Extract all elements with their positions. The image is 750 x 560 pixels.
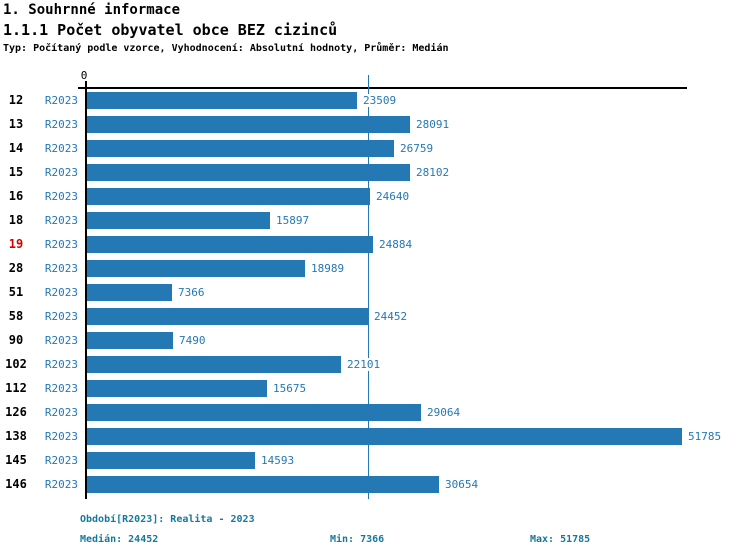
bar-value-label: 51785	[686, 429, 724, 443]
footer-period-label: Období[R2023]: Realita - 2023	[80, 514, 255, 525]
bar	[87, 211, 270, 229]
median-line	[367, 75, 369, 499]
row-id-label: 18	[8, 213, 24, 227]
row-id-label: 13	[8, 117, 24, 131]
bar-value-label: 28091	[414, 117, 452, 131]
bar	[87, 163, 410, 181]
bar	[87, 283, 172, 301]
row-id-label: 28	[8, 261, 24, 275]
chart-meta-line: Typ: Počítaný podle vzorce, Vyhodnocení:…	[3, 43, 449, 54]
bar	[87, 475, 439, 493]
row-id-label: 51	[8, 285, 24, 299]
chart-row: 58 R2023 24452	[0, 304, 750, 328]
row-id-label: 90	[8, 333, 24, 347]
bar	[87, 139, 394, 157]
bar	[87, 91, 357, 109]
bar	[87, 379, 267, 397]
row-series-label: R2023	[44, 357, 78, 371]
row-id-label: 145	[5, 453, 27, 467]
bar	[87, 331, 173, 349]
chart-row: 16 R2023 24640	[0, 184, 750, 208]
row-series-label: R2023	[44, 429, 78, 443]
chart-row: 19 R2023 24884	[0, 232, 750, 256]
bar-value-label: 28102	[414, 165, 452, 179]
axis-y-line	[85, 87, 87, 499]
row-series-label: R2023	[44, 165, 78, 179]
bar-value-label: 22101	[345, 357, 383, 371]
row-id-label: 126	[5, 405, 27, 419]
row-series-label: R2023	[44, 141, 78, 155]
chart-rows: 12 R2023 23509 13 R2023 28091 14 R2023 26759 15 R2…	[0, 88, 750, 496]
section-title: 1.1.1 Počet obyvatel obce BEZ cizinců	[3, 21, 338, 39]
bar-value-label: 29064	[425, 405, 463, 419]
chart-row: 146 R2023 30654	[0, 472, 750, 496]
bar-value-label: 7366	[176, 285, 207, 299]
row-series-label: R2023	[44, 237, 78, 251]
bar	[87, 259, 305, 277]
row-series-label: R2023	[44, 213, 78, 227]
row-series-label: R2023	[44, 333, 78, 347]
axis-zero-tick	[85, 81, 87, 87]
bar-value-label: 30654	[443, 477, 481, 491]
bar-value-label: 7490	[177, 333, 208, 347]
row-id-label: 12	[8, 93, 24, 107]
axis-top-line	[78, 87, 687, 89]
chart-row: 18 R2023 15897	[0, 208, 750, 232]
chart-row: 145 R2023 14593	[0, 448, 750, 472]
bar	[87, 355, 341, 373]
bar-value-label: 15897	[274, 213, 312, 227]
bar	[87, 403, 421, 421]
row-series-label: R2023	[44, 261, 78, 275]
row-series-label: R2023	[44, 285, 78, 299]
row-series-label: R2023	[44, 453, 78, 467]
bar-value-label: 18989	[309, 261, 347, 275]
bar	[87, 307, 368, 325]
chart-row: 15 R2023 28102	[0, 160, 750, 184]
footer-max-label: Max: 51785	[530, 534, 591, 545]
row-id-label: 58	[8, 309, 24, 323]
bar	[87, 187, 370, 205]
chart-row: 28 R2023 18989	[0, 256, 750, 280]
chart-row: 51 R2023 7366	[0, 280, 750, 304]
row-id-label: 102	[5, 357, 27, 371]
row-id-label: 112	[5, 381, 27, 395]
row-series-label: R2023	[44, 405, 78, 419]
row-series-label: R2023	[44, 477, 78, 491]
row-id-label: 14	[8, 141, 24, 155]
row-id-label: 146	[5, 477, 27, 491]
bar	[87, 451, 255, 469]
bar-value-label: 15675	[271, 381, 309, 395]
row-series-label: R2023	[44, 93, 78, 107]
footer-median-label: Medián: 24452	[80, 534, 159, 545]
bar-value-label: 24452	[372, 309, 410, 323]
bar	[87, 235, 373, 253]
row-series-label: R2023	[44, 189, 78, 203]
row-id-label: 138	[5, 429, 27, 443]
bar-value-label: 23509	[361, 93, 399, 107]
axis-zero-label: 0	[80, 69, 88, 82]
bar-value-label: 14593	[259, 453, 297, 467]
row-id-label: 16	[8, 189, 24, 203]
bar-value-label: 24640	[374, 189, 412, 203]
row-id-label: 19	[8, 237, 24, 251]
chart-row: 14 R2023 26759	[0, 136, 750, 160]
page-title: 1. Souhrnné informace	[3, 2, 181, 18]
chart-row: 138 R2023 51785	[0, 424, 750, 448]
chart-row: 90 R2023 7490	[0, 328, 750, 352]
chart-row: 112 R2023 15675	[0, 376, 750, 400]
bar	[87, 427, 682, 445]
footer-min-label: Min: 7366	[330, 534, 385, 545]
chart-row: 12 R2023 23509	[0, 88, 750, 112]
bar	[87, 115, 410, 133]
chart-row: 102 R2023 22101	[0, 352, 750, 376]
chart-row: 13 R2023 28091	[0, 112, 750, 136]
chart-row: 126 R2023 29064	[0, 400, 750, 424]
row-series-label: R2023	[44, 309, 78, 323]
row-id-label: 15	[8, 165, 24, 179]
bar-value-label: 24884	[377, 237, 415, 251]
bar-value-label: 26759	[398, 141, 436, 155]
row-series-label: R2023	[44, 381, 78, 395]
row-series-label: R2023	[44, 117, 78, 131]
